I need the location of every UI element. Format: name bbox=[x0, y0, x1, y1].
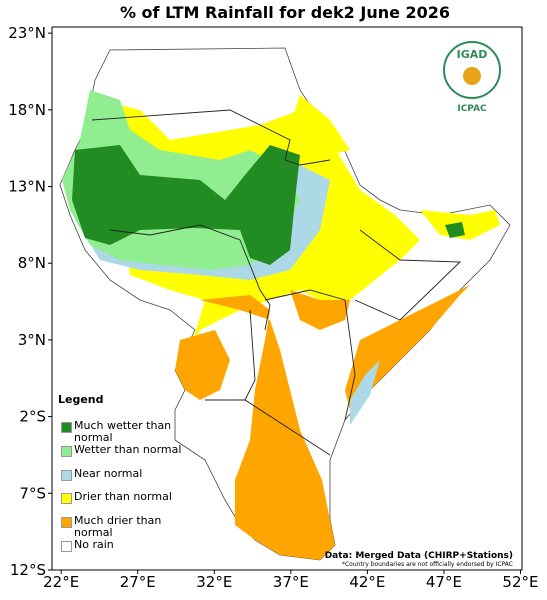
legend-title: Legend bbox=[58, 393, 104, 406]
legend: Legend Much wetter than normal Wetter tha… bbox=[58, 393, 198, 562]
legend-item: Wetter than normal bbox=[58, 444, 198, 468]
legend-item: Drier than normal bbox=[58, 491, 198, 515]
logo: IGAD ICPAC bbox=[443, 41, 501, 114]
x-tick-label: 22°E bbox=[43, 573, 79, 591]
note: *Country boundaries are not officially e… bbox=[342, 561, 513, 568]
legend-label: Much wetter than normal bbox=[74, 419, 172, 444]
y-tick-label: 12°S bbox=[10, 561, 46, 579]
legend-item: Much drier than normal bbox=[58, 513, 198, 539]
legend-item: Near normal bbox=[58, 466, 198, 492]
y-tick-label: 7°S bbox=[19, 484, 46, 502]
legend-item: No rain bbox=[58, 537, 198, 563]
legend-swatch bbox=[61, 422, 72, 433]
logo-org: ICPAC bbox=[457, 104, 487, 114]
x-tick-label: 42°E bbox=[349, 573, 385, 591]
legend-swatch bbox=[61, 540, 72, 552]
map-regions bbox=[59, 47, 511, 561]
border bbox=[354, 229, 462, 321]
legend-label: No rain bbox=[74, 537, 114, 551]
legend-label: Near normal bbox=[74, 466, 143, 480]
border bbox=[244, 309, 256, 401]
region bbox=[290, 290, 350, 330]
legend-item: Much wetter than normal bbox=[58, 420, 198, 444]
legend-swatch bbox=[61, 493, 72, 504]
region bbox=[445, 222, 465, 238]
region bbox=[350, 360, 380, 425]
region bbox=[200, 295, 335, 560]
legend-swatch bbox=[61, 469, 72, 481]
border bbox=[91, 109, 331, 166]
region bbox=[345, 285, 470, 410]
x-tick-label: 52°E bbox=[502, 573, 538, 591]
y-tick-label: 2°S bbox=[19, 408, 46, 426]
y-tick-label: 8°N bbox=[18, 254, 46, 272]
border bbox=[264, 289, 356, 421]
region bbox=[72, 145, 300, 265]
y-tick-label: 3°N bbox=[18, 331, 46, 349]
region bbox=[175, 330, 230, 400]
y-tick-label: 23°N bbox=[8, 24, 46, 42]
logo-name: IGAD bbox=[457, 48, 488, 61]
source: Data: Merged Data (CHIRP+Stations) bbox=[325, 551, 513, 561]
title: % of LTM Rainfall for dek2 June 2026 bbox=[120, 3, 450, 22]
x-tick-label: 37°E bbox=[273, 573, 309, 591]
logo-emblem bbox=[463, 67, 481, 85]
legend-label: Drier than normal bbox=[74, 490, 172, 503]
x-tick-label: 27°E bbox=[120, 573, 156, 591]
y-tick-label: 13°N bbox=[8, 178, 46, 196]
x-tick-label: 32°E bbox=[196, 573, 232, 591]
border bbox=[109, 224, 271, 331]
legend-swatch bbox=[61, 516, 72, 528]
legend-label: Wetter than normal bbox=[74, 443, 182, 456]
legend-swatch bbox=[61, 446, 72, 457]
x-tick-label: 47°E bbox=[426, 573, 462, 591]
borders bbox=[91, 109, 462, 456]
legend-label: Much drier than normal bbox=[74, 513, 162, 539]
y-tick-label: 18°N bbox=[8, 101, 46, 119]
region bbox=[285, 95, 350, 160]
